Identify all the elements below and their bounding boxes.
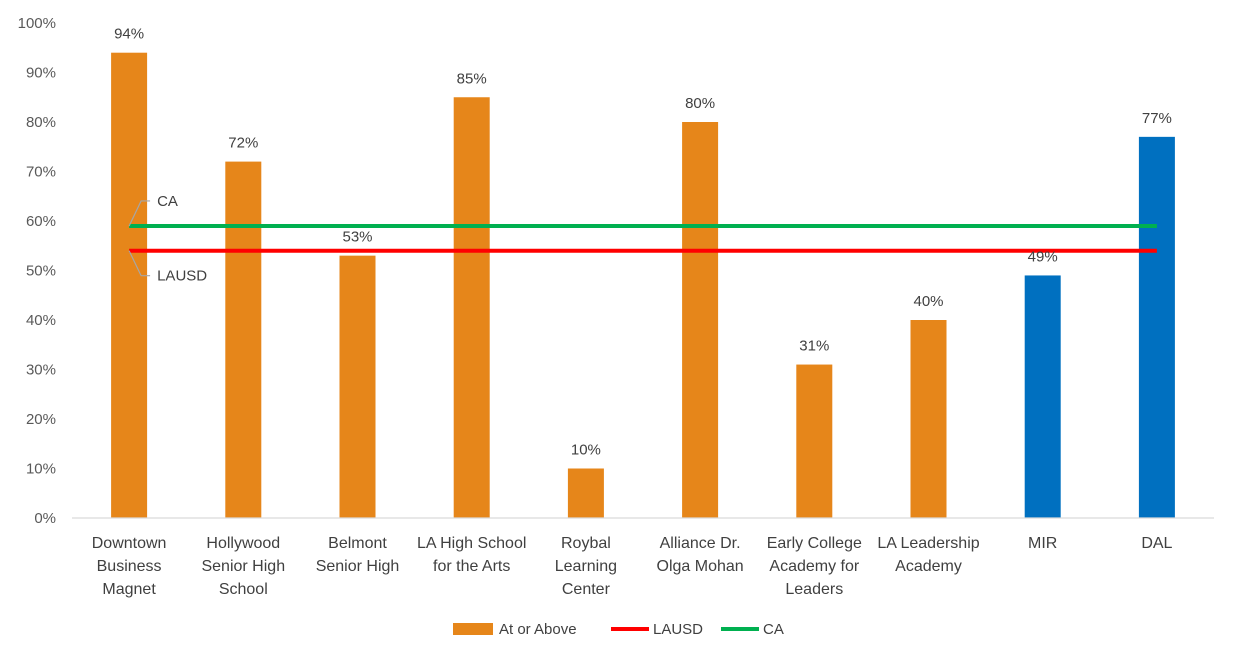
x-tick-label-line: Roybal (561, 535, 611, 552)
data-label: 94% (114, 26, 144, 43)
x-tick-label-line: Magnet (102, 581, 156, 598)
data-label: 40% (913, 293, 943, 310)
legend-label: At or Above (499, 621, 577, 638)
data-label: 80% (685, 95, 715, 112)
y-tick-label: 100% (18, 15, 56, 32)
annotation-leader (128, 250, 151, 277)
legend-swatch (453, 623, 493, 635)
reference-line-annotation: LAUSD (157, 268, 207, 285)
x-tick-label: Hollywood Senior High School (201, 535, 285, 598)
bar (796, 364, 833, 518)
x-tick-label-line: Academy for (769, 558, 859, 575)
legend-label: LAUSD (653, 621, 703, 638)
legend-label: CA (763, 621, 784, 638)
bar (339, 255, 376, 518)
legend: At or Above LAUSD CA (453, 621, 784, 638)
y-tick-label: 20% (26, 411, 56, 428)
x-tick-label-line: Downtown (92, 535, 167, 552)
data-label: 72% (228, 135, 258, 152)
y-axis: 0% 10% 20% 30% 40% 50% 60% 70% 80% 90% 100% (18, 15, 56, 527)
x-tick-label-line: MIR (1028, 535, 1057, 552)
bar (111, 52, 148, 518)
annotation-leader (128, 200, 151, 227)
bar (910, 320, 947, 518)
y-tick-label: 0% (34, 510, 56, 527)
x-tick-label-line: School (219, 581, 268, 598)
bars (111, 52, 1175, 518)
data-label: 53% (342, 229, 372, 246)
x-tick-label-line: LA Leadership (877, 535, 979, 552)
x-tick-label-line: DAL (1141, 535, 1172, 552)
y-tick-label: 60% (26, 213, 56, 230)
y-tick-label: 10% (26, 461, 56, 478)
y-tick-label: 30% (26, 362, 56, 379)
data-labels: 94% 72% 53% 85% 10% 80% 31% 40% 49% 77% (114, 26, 1172, 459)
x-tick-label-line: Learning (555, 558, 617, 575)
x-axis: Downtown Business Magnet Hollywood Senior Hi… (72, 517, 1214, 598)
y-tick-label: 70% (26, 164, 56, 181)
data-label: 77% (1142, 110, 1172, 127)
x-tick-label-line: Early College (767, 535, 862, 552)
y-tick-label: 80% (26, 114, 56, 131)
x-tick-label: Alliance Dr. Olga Mohan (657, 535, 744, 575)
x-tick-label-line: Senior High (316, 558, 400, 575)
data-label: 85% (457, 70, 487, 87)
x-tick-label: MIR (1028, 535, 1057, 552)
bar (567, 468, 604, 518)
x-tick-label: LA High School for the Arts (417, 535, 526, 575)
x-tick-label-line: Leaders (785, 581, 843, 598)
x-tick-label: Downtown Business Magnet (92, 535, 167, 598)
x-tick-label-line: LA High School (417, 535, 526, 552)
x-tick-label: Belmont Senior High (316, 535, 400, 575)
x-tick-label: Early College Academy for Leaders (767, 535, 862, 598)
y-tick-label: 90% (26, 65, 56, 82)
x-tick-label-line: Academy (895, 558, 962, 575)
x-tick-label-line: Olga Mohan (657, 558, 744, 575)
x-tick-label: DAL (1141, 535, 1172, 552)
bar (1138, 136, 1175, 518)
bar (682, 122, 719, 518)
bar (225, 161, 262, 518)
data-label: 31% (799, 338, 829, 355)
reference-lines: LAUSD CA (128, 193, 1157, 285)
x-tick-label: LA Leadership Academy (877, 535, 979, 575)
x-tick-label-line: Senior High (201, 558, 285, 575)
y-tick-label: 50% (26, 263, 56, 280)
x-tick-label: Roybal Learning Center (555, 535, 617, 598)
x-tick-label-line: for the Arts (433, 558, 510, 575)
x-tick-label-line: Belmont (328, 535, 387, 552)
x-tick-label-line: Center (562, 581, 611, 598)
reference-line-annotation: CA (157, 193, 178, 210)
x-tick-label-line: Alliance Dr. (660, 535, 741, 552)
x-tick-label-line: Hollywood (206, 535, 280, 552)
y-tick-label: 40% (26, 312, 56, 329)
data-label: 49% (1028, 248, 1058, 265)
data-label: 10% (571, 442, 601, 459)
bar (1024, 275, 1061, 518)
x-tick-label-line: Business (97, 558, 162, 575)
bar (453, 97, 490, 518)
